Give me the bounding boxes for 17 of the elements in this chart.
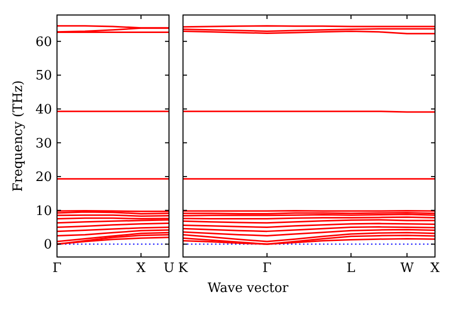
y-axis-title: Frequency (THz) [11, 80, 26, 192]
y-tick-label: 0 [44, 238, 52, 253]
x-tick-label: U [164, 261, 175, 276]
y-tick-label: 10 [35, 204, 52, 219]
x-axis-title: Wave vector [208, 281, 290, 296]
x-tick-label: X [136, 261, 146, 276]
x-tick-label: K [178, 261, 188, 276]
y-tick-label: 20 [35, 170, 52, 186]
x-tick-label: W [400, 261, 414, 276]
y-tick-label: 60 [35, 34, 52, 50]
x-tick-label: Γ [52, 261, 62, 276]
y-tick-label: 40 [35, 102, 52, 118]
x-tick-label: Γ [262, 261, 272, 276]
x-tick-label: X [430, 261, 440, 276]
x-tick-label: L [346, 261, 356, 276]
y-tick-label: 50 [35, 68, 52, 84]
y-tick-label: 30 [35, 136, 52, 152]
